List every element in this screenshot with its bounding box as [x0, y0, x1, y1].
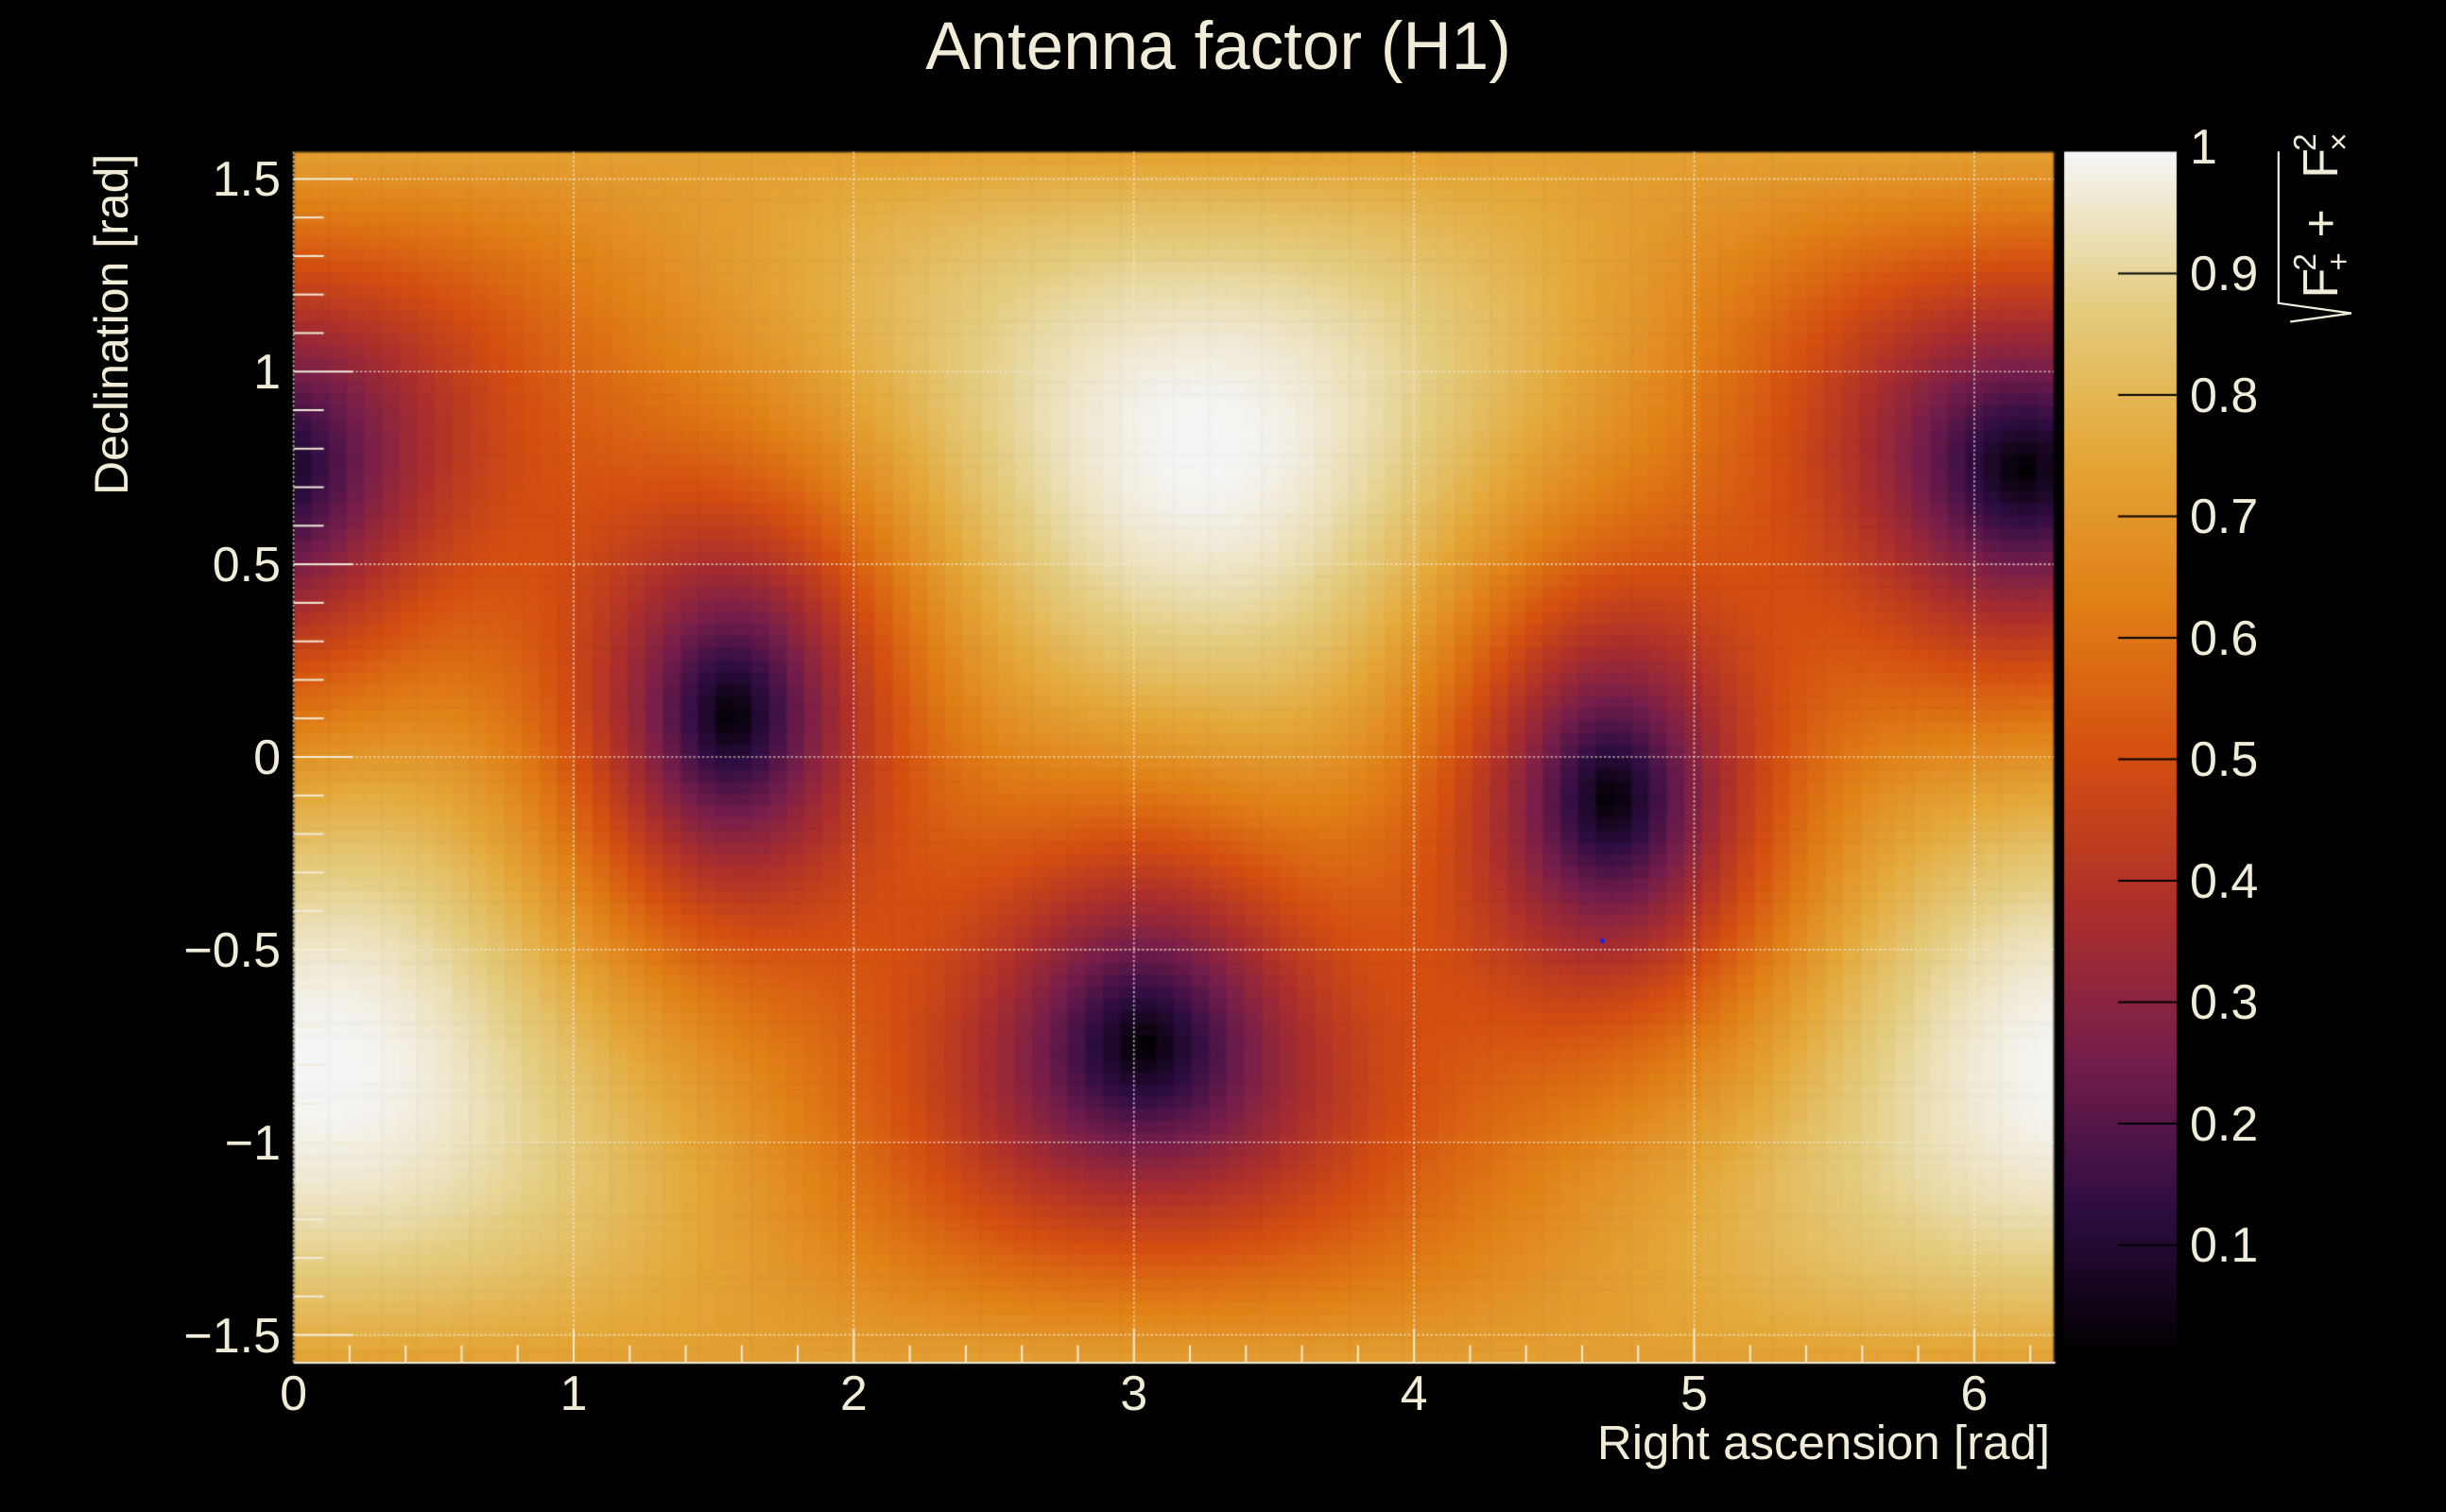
svg-text:+: +	[2321, 252, 2356, 270]
svg-text:F: F	[2294, 148, 2349, 179]
svg-text:F: F	[2294, 268, 2349, 299]
svg-text:×: ×	[2321, 133, 2356, 151]
svg-text:+: +	[2294, 209, 2349, 237]
svg-text:2: 2	[2287, 133, 2322, 150]
svg-text:2: 2	[2287, 253, 2322, 270]
